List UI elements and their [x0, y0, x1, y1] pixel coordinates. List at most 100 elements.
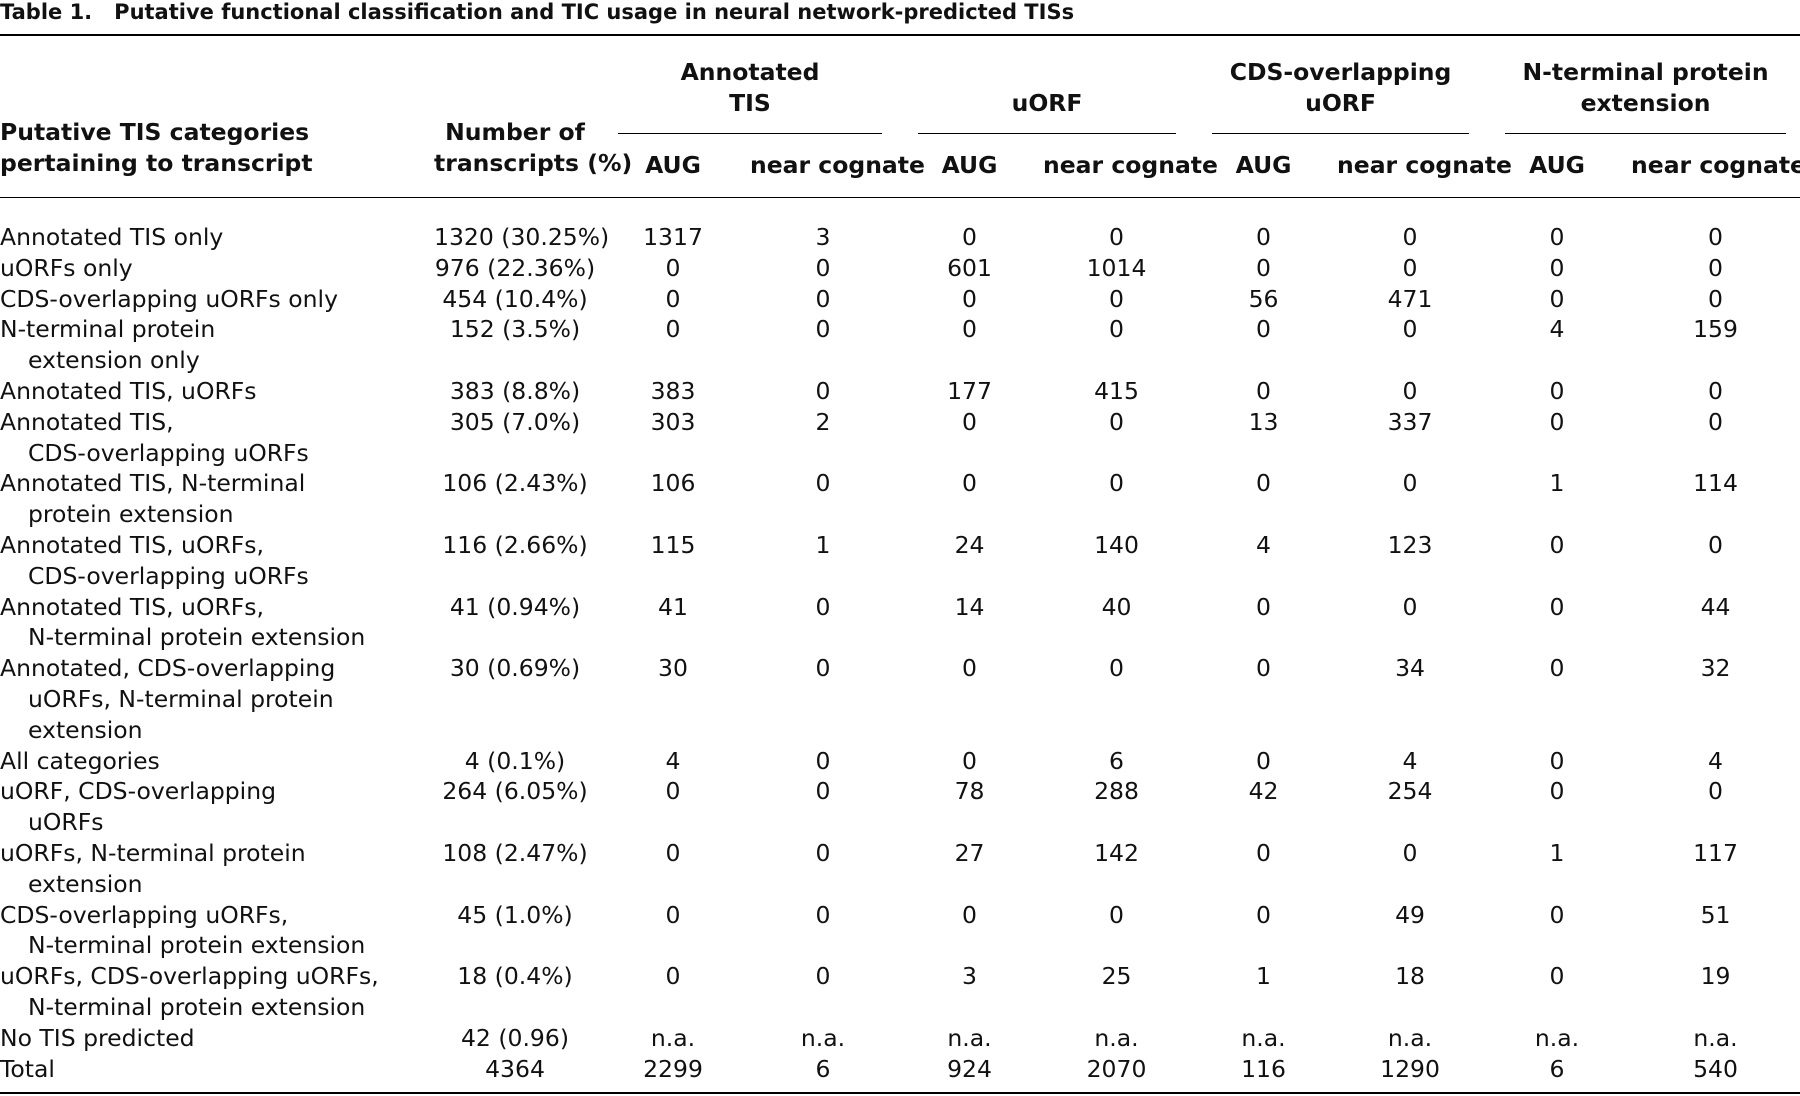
cell: 41 — [658, 592, 688, 621]
label-line: uORFs — [28, 808, 104, 837]
row-label: Annotated TIS, uORFs, N-terminal protein … — [0, 592, 434, 654]
cell: n.a. — [947, 1023, 992, 1052]
data-row: CDS-overlapping uORFs only 454 (10.4%) 0 0 0… — [0, 284, 1800, 315]
subheader: near cognate — [1043, 151, 1218, 180]
label-line: Annotated TIS, N-terminal — [0, 469, 306, 498]
data-row: N-terminal protein extension only 152 (3.5… — [0, 314, 1800, 376]
label-line: Total — [0, 1054, 55, 1083]
cell: 288 — [1094, 777, 1139, 806]
cell: 0 — [962, 284, 977, 313]
label-line: extension — [28, 869, 143, 898]
cell: 4 — [1708, 746, 1723, 775]
cell: 40 — [1101, 592, 1132, 621]
cell: 140 — [1094, 530, 1139, 559]
data-row: uORFs, N-terminal protein extension 108 (2… — [0, 838, 1800, 900]
cell: 601 — [947, 253, 992, 282]
cell: 78 — [954, 777, 985, 806]
group-header: CDS-overlapping uORF — [1190, 35, 1483, 134]
cell: 116 — [1241, 1054, 1286, 1083]
cell: 0 — [1549, 530, 1565, 559]
label-line: uORFs, N-terminal protein — [28, 684, 334, 713]
data-row: Annotated, CDS-overlapping uORFs, N-termi… — [0, 653, 1800, 745]
row-label: Annotated TIS, uORFs — [0, 376, 434, 407]
subheader: near cognate — [1631, 151, 1800, 180]
cell: 106 (2.43%) — [442, 469, 588, 498]
subheader: AUG — [1235, 151, 1292, 180]
cell: 0 — [1256, 253, 1271, 282]
row-label: uORFs, N-terminal protein extension — [0, 838, 434, 900]
group-label: Annotated TIS — [618, 57, 883, 134]
header-text: pertaining to transcript — [0, 149, 313, 178]
cell: 0 — [1549, 376, 1565, 405]
cell: 18 (0.4%) — [457, 962, 573, 991]
subheader: near cognate — [1337, 151, 1512, 180]
row-label: Annotated TIS, N-terminal protein extensi… — [0, 468, 434, 530]
header-text: N-terminal protein — [1522, 58, 1769, 87]
cell: 42 — [1248, 777, 1279, 806]
cell: 0 — [815, 592, 831, 621]
cell: 0 — [1402, 253, 1418, 282]
cell: 1 — [1549, 469, 1565, 498]
cell: 2070 — [1086, 1054, 1147, 1083]
cell: 0 — [962, 223, 977, 251]
cell: 0 — [665, 962, 681, 991]
header-cell: Number of transcripts (%) — [434, 35, 633, 198]
cell: 0 — [1256, 469, 1271, 498]
cell: 0 — [962, 407, 977, 436]
label-line: N-terminal protein extension — [28, 992, 366, 1021]
cell: 0 — [815, 253, 831, 282]
header-cell: Putative TIS categories pertaining to tra… — [0, 35, 434, 198]
header-text: Number of — [445, 118, 585, 147]
cell: 0 — [815, 900, 831, 929]
cell: 415 — [1094, 376, 1139, 405]
cell: 0 — [1256, 838, 1271, 867]
cell: 25 — [1101, 962, 1132, 991]
label-line: Annotated TIS only — [0, 223, 224, 251]
data-row: Annotated TIS, N-terminal protein extensi… — [0, 468, 1800, 530]
cell: 4 — [1549, 315, 1565, 344]
cell: 0 — [962, 746, 977, 775]
label-line: uORFs only — [0, 253, 133, 282]
cell: 0 — [1256, 315, 1271, 344]
data-table: Putative TIS categories pertaining to tra… — [0, 34, 1800, 1095]
cell: 0 — [665, 284, 681, 313]
cell: 0 — [1549, 654, 1565, 683]
cell: 177 — [947, 376, 992, 405]
label-line: Annotated TIS, uORFs — [0, 376, 257, 405]
header-text: transcripts (%) — [434, 149, 633, 178]
cell: 0 — [665, 900, 681, 929]
cell: 383 — [650, 376, 696, 405]
label-line: CDS-overlapping uORFs only — [0, 284, 338, 313]
group-header: N-terminal protein extension — [1483, 35, 1800, 134]
cell: 152 (3.5%) — [449, 315, 581, 344]
cell: 2 — [815, 407, 831, 436]
row-label: Annotated TIS only — [0, 198, 434, 253]
cell: 0 — [1109, 284, 1124, 313]
cell: 0 — [1402, 315, 1418, 344]
cell: 303 — [650, 407, 696, 436]
cell: 34 — [1395, 654, 1425, 683]
cell: 27 — [954, 838, 985, 867]
cell: 0 — [1708, 223, 1723, 251]
cell: 0 — [1256, 592, 1271, 621]
cell: 0 — [815, 654, 831, 683]
cell: 0 — [815, 746, 831, 775]
label-line: uORFs, CDS-overlapping uORFs, — [0, 962, 379, 991]
cell: 0 — [1256, 654, 1271, 683]
cell: 0 — [962, 900, 977, 929]
cell: 540 — [1693, 1054, 1738, 1083]
cell: 32 — [1700, 654, 1731, 683]
subheader: AUG — [1529, 151, 1585, 180]
data-row: CDS-overlapping uORFs, N-terminal protein… — [0, 900, 1800, 962]
cell: 0 — [665, 777, 681, 806]
cell: 123 — [1387, 530, 1433, 559]
cell: 0 — [1708, 777, 1723, 806]
cell: 1317 — [643, 223, 703, 251]
group-label: uORF — [918, 88, 1177, 134]
label-line: extension only — [28, 346, 200, 375]
header-text: TIS — [729, 89, 771, 118]
cell: 0 — [1708, 253, 1723, 282]
data-row: uORFs only 976 (22.36%) 0 0 601 1014 0 0 0 0 — [0, 253, 1800, 284]
label-line: Annotated TIS, — [0, 407, 174, 436]
